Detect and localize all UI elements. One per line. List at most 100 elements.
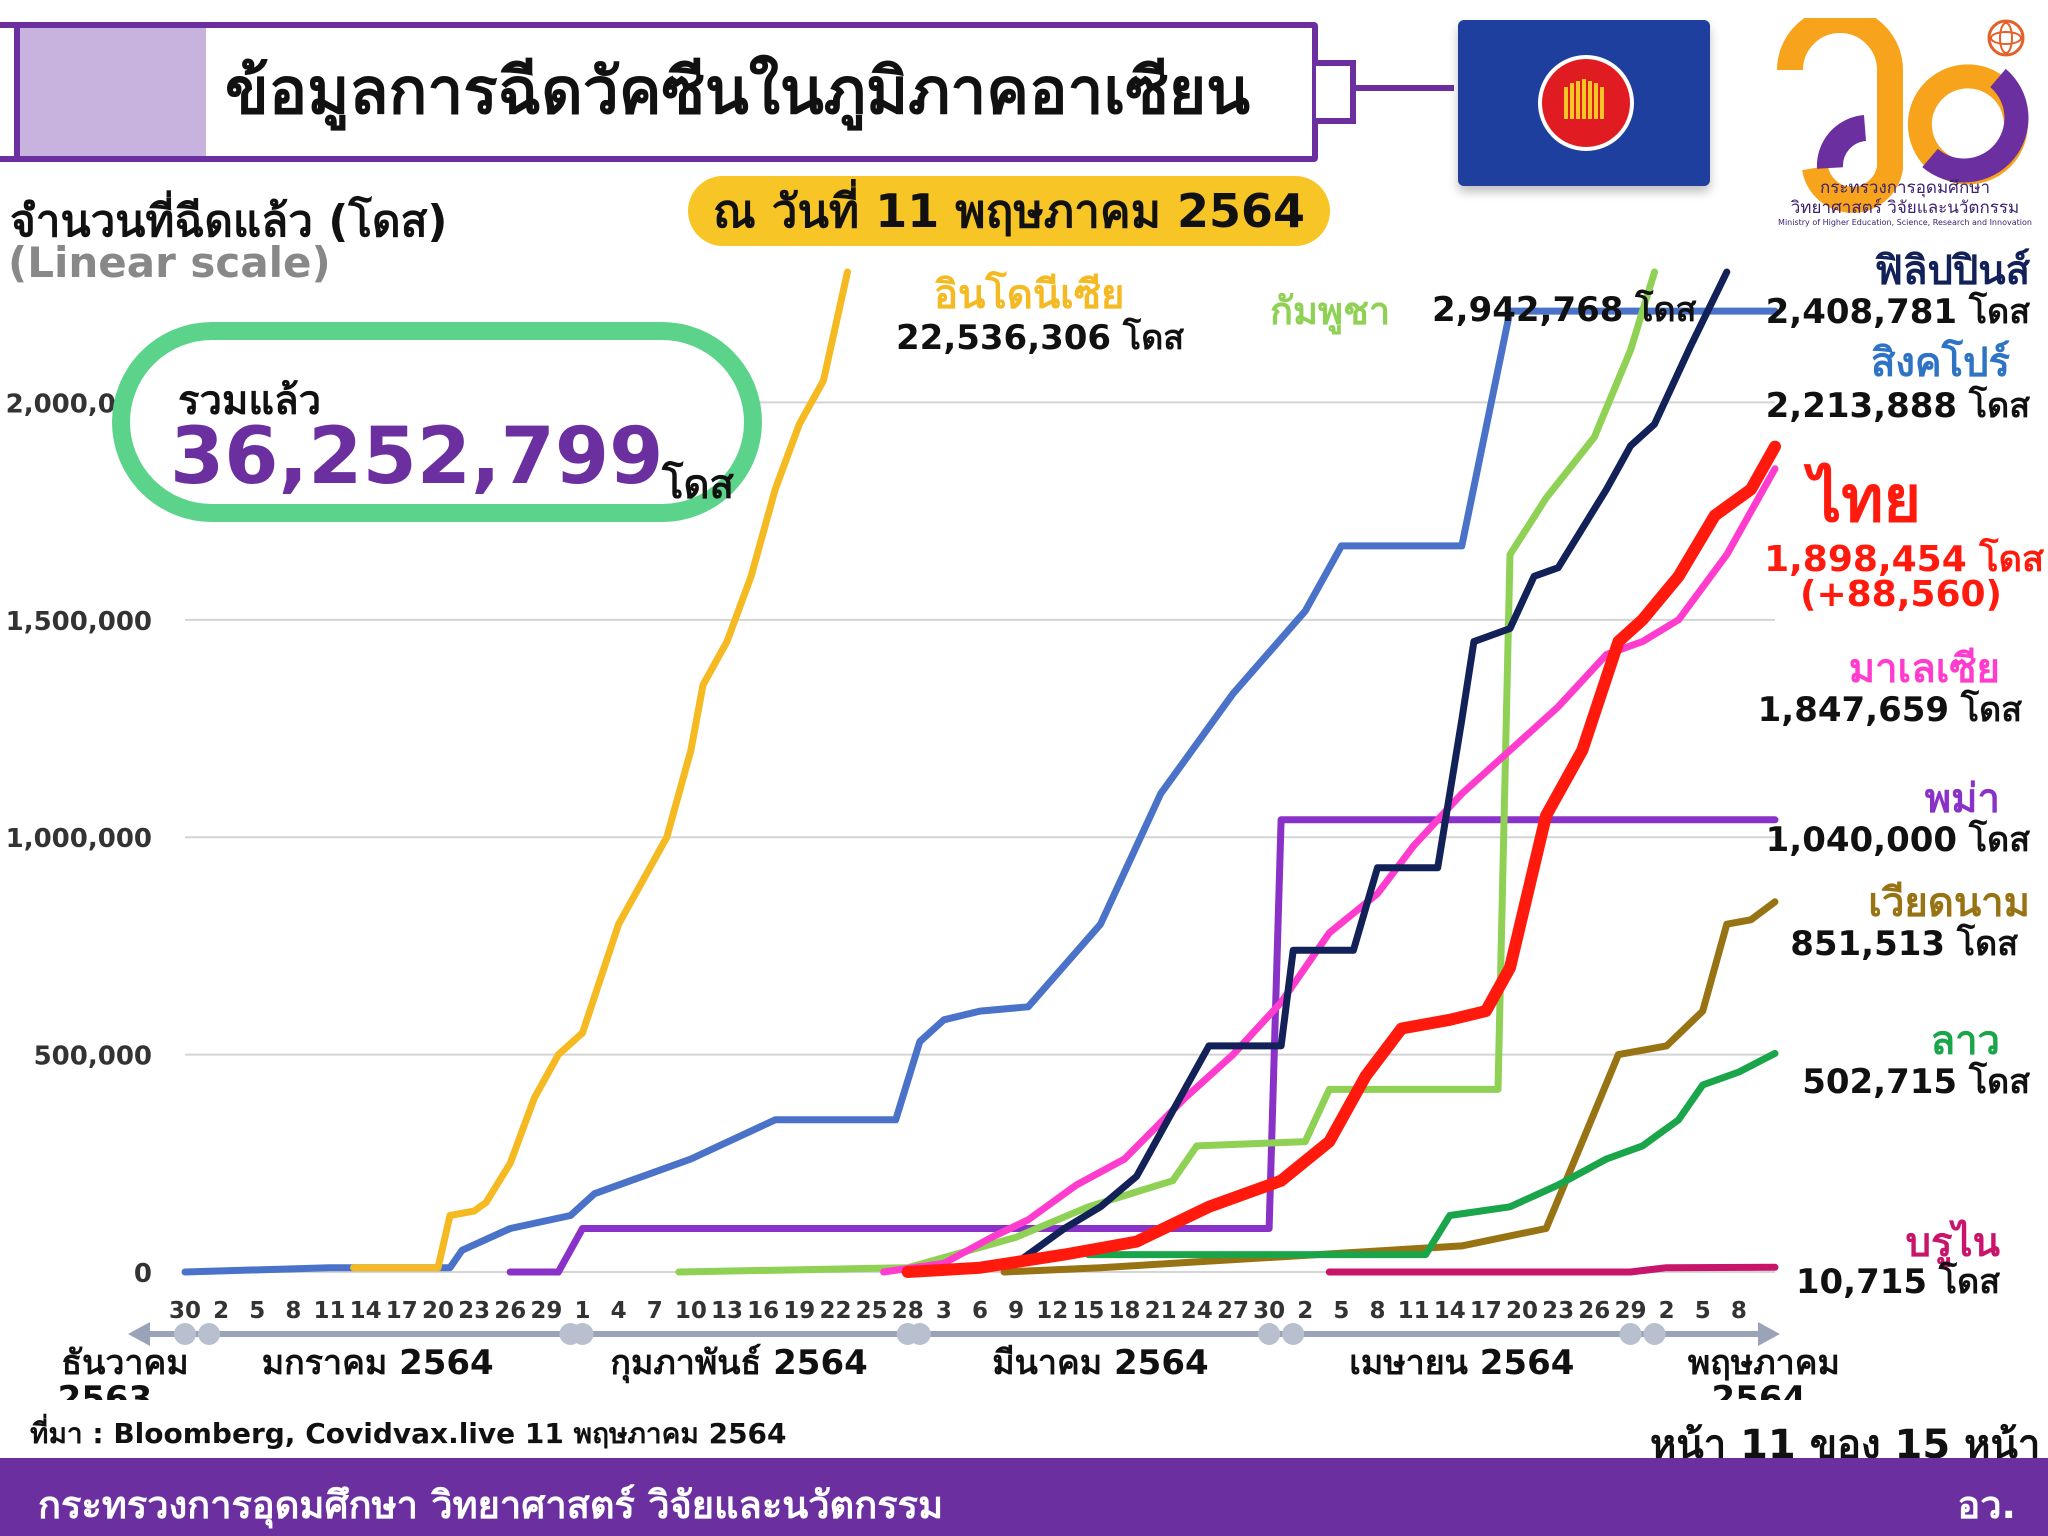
- asean-emblem-icon: [1538, 55, 1634, 151]
- series-line: [1325, 1263, 1779, 1276]
- x-tick-label: 28: [892, 1298, 924, 1324]
- series-label-myanmar: พม่า: [1924, 776, 2000, 822]
- x-tick-label: 29: [530, 1298, 562, 1324]
- x-tick-label: 30: [1253, 1298, 1285, 1324]
- asean-flag-icon: [1458, 20, 1710, 186]
- month-year-label: 2564: [1712, 1379, 1807, 1400]
- syringe-fill: [6, 28, 206, 156]
- x-tick-label: 8: [285, 1298, 301, 1324]
- ministry-name-english: Ministry of Higher Education, Science, R…: [1778, 218, 2032, 227]
- x-tick-label: 22: [819, 1298, 851, 1324]
- y-axis-title: จำนวนที่ฉีดแล้ว (โดส): [10, 196, 448, 247]
- series-value-brunei: 10,715 โดส: [1795, 1262, 2000, 1302]
- series-line: [901, 440, 1781, 1278]
- series-value-myanmar: 1,040,000 โดส: [1765, 820, 2030, 860]
- page-title: ข้อมูลการฉีดวัคซีนในภูมิภาคอาเซียน: [225, 55, 1250, 129]
- x-tick-label: 25: [856, 1298, 888, 1324]
- x-tick-label: 8: [1369, 1298, 1385, 1324]
- ministry-name: กระทรวงการอุดมศึกษา วิทยาศาสตร์ วิจัยและ…: [1760, 178, 2048, 218]
- x-tick-label: 14: [350, 1298, 382, 1324]
- syringe-plunger: [0, 22, 20, 162]
- date-text: ณ วันที่ 11 พฤษภาคม 2564: [712, 184, 1306, 238]
- x-tick-label: 30: [169, 1298, 201, 1324]
- footer-bar: กระทรวงการอุดมศึกษา วิทยาศาสตร์ วิจัยและ…: [0, 1458, 2048, 1536]
- series-label-singapore: สิงคโปร์: [1870, 340, 2010, 386]
- x-tick-label: 2: [213, 1298, 229, 1324]
- month-label: มีนาคม 2564: [992, 1343, 1208, 1383]
- x-tick-label: 3: [936, 1298, 952, 1324]
- y-axis-scale-note: (Linear scale): [8, 238, 331, 287]
- y-tick-label: 1,000,000: [6, 824, 152, 854]
- series-label-thailand: ไทย: [1809, 463, 1921, 537]
- x-tick-label: 8: [1731, 1298, 1747, 1324]
- arrow-left-icon: [128, 1322, 150, 1346]
- total-value: 36,252,799: [170, 412, 664, 502]
- x-tick-label: 29: [1614, 1298, 1646, 1324]
- source-note: ที่มา : Bloomberg, Covidvax.live 11 พฤษภ…: [30, 1417, 787, 1450]
- x-tick-label: 2: [1659, 1298, 1675, 1324]
- x-tick-label: 27: [1217, 1298, 1249, 1324]
- series-value-indonesia: 22,536,306 โดส: [896, 318, 1185, 358]
- x-tick-label: 26: [494, 1298, 526, 1324]
- month-boundary-dot: [198, 1323, 221, 1345]
- x-tick-label: 10: [675, 1298, 707, 1324]
- x-tick-label: 12: [1036, 1298, 1068, 1324]
- x-tick-label: 5: [1695, 1298, 1711, 1324]
- month-boundary-dot: [571, 1323, 594, 1345]
- series-label-brunei: บรูไน: [1905, 1220, 2000, 1266]
- x-tick-label: 6: [972, 1298, 988, 1324]
- series-label-indonesia: อินโดนีเซีย: [934, 272, 1125, 318]
- total-label: รวมแล้ว: [178, 378, 322, 424]
- month-boundary-dot: [1258, 1323, 1281, 1345]
- footer-ministry: กระทรวงการอุดมศึกษา วิทยาศาสตร์ วิจัยและ…: [38, 1483, 944, 1527]
- month-label: ธันวาคม: [61, 1343, 188, 1383]
- y-tick-label: 500,000: [34, 1042, 152, 1072]
- month-label: มกราคม 2564: [262, 1343, 494, 1383]
- series-value-cambodia: 2,942,768 โดส: [1432, 290, 1697, 330]
- arrow-right-icon: [1758, 1322, 1780, 1346]
- x-tick-label: 5: [1333, 1298, 1349, 1324]
- x-tick-label: 21: [1145, 1298, 1177, 1324]
- month-label: พฤษภาคม: [1688, 1343, 1840, 1383]
- ministry-logo-icon: [1777, 18, 2029, 213]
- series-value-malaysia: 1,847,659 โดส: [1757, 690, 2022, 730]
- x-tick-label: 23: [458, 1298, 490, 1324]
- series-value-thailand: 1,898,454 โดส: [1764, 539, 2044, 580]
- series-label-vietnam: เวียดนาม: [1868, 880, 2030, 926]
- x-tick-label: 13: [711, 1298, 743, 1324]
- y-tick-label: 1,500,000: [6, 607, 152, 637]
- series-label-laos: ลาว: [1930, 1018, 2000, 1064]
- date-badge: ณ วันที่ 11 พฤษภาคม 2564: [688, 176, 1330, 246]
- month-boundary-dot: [1643, 1323, 1666, 1345]
- month-boundary-dot: [908, 1323, 931, 1345]
- footer-abbreviation: อว.: [1957, 1483, 2016, 1527]
- y-tick-label: 0: [134, 1259, 152, 1289]
- series-line: [181, 307, 1779, 1276]
- x-tick-label: 18: [1109, 1298, 1141, 1324]
- series-change-thailand: (+88,560): [1800, 574, 2002, 615]
- ministry-name-line1: กระทรวงการอุดมศึกษา: [1820, 178, 1990, 198]
- series-label-malaysia: มาเลเซีย: [1848, 646, 2000, 692]
- ministry-name-line2: วิทยาศาสตร์ วิจัยและนวัตกรรม: [1790, 198, 2020, 218]
- syringe-needle: [1354, 85, 1454, 91]
- series-value-philippines: 2,408,781 โดส: [1765, 292, 2030, 332]
- total-unit: โดส: [662, 462, 734, 508]
- series-line: [1084, 1049, 1779, 1259]
- series-value-singapore: 2,213,888 โดส: [1765, 386, 2030, 426]
- month-year-label: 2563: [58, 1379, 153, 1400]
- x-tick-label: 24: [1181, 1298, 1213, 1324]
- total-doses-box: รวมแล้ว 36,252,799 โดส: [112, 322, 762, 522]
- month-boundary-dot: [1619, 1323, 1642, 1345]
- x-tick-label: 9: [1008, 1298, 1024, 1324]
- series-line: [880, 465, 1779, 1276]
- x-tick-label: 19: [783, 1298, 815, 1324]
- x-tick-label: 20: [422, 1298, 454, 1324]
- x-tick-label: 16: [747, 1298, 779, 1324]
- x-tick-label: 17: [386, 1298, 418, 1324]
- x-tick-label: 23: [1542, 1298, 1574, 1324]
- x-tick-label: 14: [1434, 1298, 1466, 1324]
- series-value-vietnam: 851,513 โดส: [1790, 924, 2018, 964]
- x-tick-label: 11: [314, 1298, 346, 1324]
- month-label: กุมภาพันธ์ 2564: [610, 1343, 867, 1384]
